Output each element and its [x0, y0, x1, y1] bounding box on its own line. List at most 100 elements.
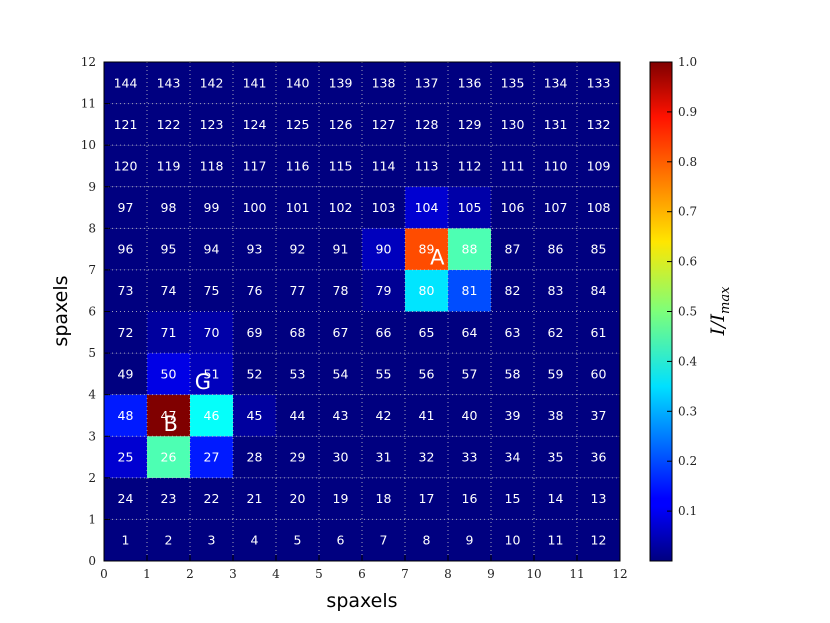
cell-label-24: 24 — [118, 491, 134, 506]
cell-54 — [319, 353, 362, 395]
cell-111 — [491, 145, 534, 187]
cell-28 — [233, 436, 276, 478]
cell-61 — [577, 311, 620, 354]
cell-44 — [276, 394, 319, 437]
cell-label-9: 9 — [466, 533, 474, 548]
cell-6 — [319, 519, 362, 561]
cell-label-55: 55 — [376, 366, 392, 381]
cell-label-132: 132 — [587, 117, 611, 132]
cell-130 — [491, 103, 534, 146]
cell-29 — [276, 436, 319, 478]
cell-63 — [491, 311, 534, 354]
cell-label-61: 61 — [591, 325, 607, 340]
cell-label-115: 115 — [329, 158, 353, 173]
cell-label-79: 79 — [376, 283, 392, 298]
cell-label-77: 77 — [290, 283, 306, 298]
cell-32 — [405, 436, 448, 478]
cell-label-45: 45 — [247, 408, 263, 423]
x-tick-label: 8 — [444, 567, 452, 581]
cell-label-46: 46 — [204, 408, 220, 423]
cell-126 — [319, 103, 362, 146]
x-tick-label: 12 — [612, 567, 627, 581]
cell-label-135: 135 — [501, 75, 525, 90]
cell-label-126: 126 — [329, 117, 353, 132]
cell-label-39: 39 — [505, 408, 521, 423]
cell-label-123: 123 — [200, 117, 224, 132]
cell-86 — [534, 228, 577, 270]
cell-124 — [233, 103, 276, 146]
colorbar-ticks: 0.1 0.2 0.3 0.4 0.5 0.6 0.7 0.8 0.9 1.0 — [667, 55, 697, 518]
cell-label-27: 27 — [204, 450, 220, 465]
cell-53 — [276, 353, 319, 395]
cell-24 — [104, 477, 147, 520]
cell-label-67: 67 — [333, 325, 349, 340]
cell-label-38: 38 — [548, 408, 564, 423]
cell-label-30: 30 — [333, 450, 349, 465]
cell-12 — [577, 519, 620, 561]
cell-label-42: 42 — [376, 408, 392, 423]
cell-80 — [405, 269, 448, 312]
cell-55 — [362, 353, 405, 395]
cell-96 — [104, 228, 147, 270]
cell-label-92: 92 — [290, 242, 306, 257]
x-tick-label: 7 — [401, 567, 409, 581]
cell-85 — [577, 228, 620, 270]
cell-123 — [190, 103, 233, 146]
cell-140 — [276, 62, 319, 104]
cell-label-118: 118 — [200, 158, 224, 173]
cell-8 — [405, 519, 448, 561]
cell-92 — [276, 228, 319, 270]
cell-label-109: 109 — [587, 158, 611, 173]
cell-label-75: 75 — [204, 283, 220, 298]
cell-57 — [448, 353, 491, 395]
cell-137 — [405, 62, 448, 104]
cell-49 — [104, 353, 147, 395]
cell-label-10: 10 — [505, 533, 521, 548]
cell-label-85: 85 — [591, 242, 607, 257]
cell-70 — [190, 311, 233, 354]
cell-label-107: 107 — [544, 200, 568, 215]
cell-label-1: 1 — [122, 533, 130, 548]
cell-label-110: 110 — [544, 158, 568, 173]
colorbar-tick-label: 0.1 — [678, 504, 697, 518]
cell-18 — [362, 477, 405, 520]
cell-30 — [319, 436, 362, 478]
cell-58 — [491, 353, 534, 395]
cell-label-16: 16 — [462, 491, 478, 506]
cell-label-65: 65 — [419, 325, 435, 340]
cell-62 — [534, 311, 577, 354]
colorbar-tick-label: 0.4 — [678, 354, 697, 368]
cell-label-19: 19 — [333, 491, 349, 506]
cell-label-116: 116 — [286, 158, 310, 173]
cell-label-89: 89 — [419, 242, 435, 257]
cell-19 — [319, 477, 362, 520]
cell-90 — [362, 228, 405, 270]
cell-label-20: 20 — [290, 491, 306, 506]
cell-label-28: 28 — [247, 450, 263, 465]
x-tick-label: 1 — [143, 567, 151, 581]
cell-4 — [233, 519, 276, 561]
cell-84 — [577, 269, 620, 312]
cell-label-37: 37 — [591, 408, 607, 423]
x-tick-label: 11 — [569, 567, 584, 581]
cell-78 — [319, 269, 362, 312]
cell-label-87: 87 — [505, 242, 521, 257]
cell-97 — [104, 186, 147, 229]
cell-56 — [405, 353, 448, 395]
cell-106 — [491, 186, 534, 229]
cell-label-121: 121 — [114, 117, 138, 132]
cell-label-70: 70 — [204, 325, 220, 340]
cell-118 — [190, 145, 233, 187]
cell-label-97: 97 — [118, 200, 134, 215]
y-tick-label: 9 — [88, 180, 96, 194]
cell-60 — [577, 353, 620, 395]
heatmap-cells — [104, 62, 620, 561]
cell-label-139: 139 — [329, 75, 353, 90]
cell-21 — [233, 477, 276, 520]
cell-label-12: 12 — [591, 533, 607, 548]
y-tick-label: 10 — [81, 138, 96, 152]
colorbar-tick-label: 0.5 — [678, 305, 697, 319]
cell-9 — [448, 519, 491, 561]
cell-31 — [362, 436, 405, 478]
